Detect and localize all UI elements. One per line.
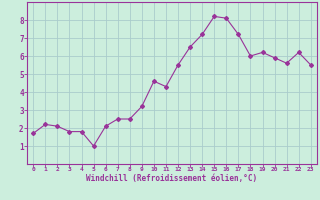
X-axis label: Windchill (Refroidissement éolien,°C): Windchill (Refroidissement éolien,°C) xyxy=(86,174,258,183)
